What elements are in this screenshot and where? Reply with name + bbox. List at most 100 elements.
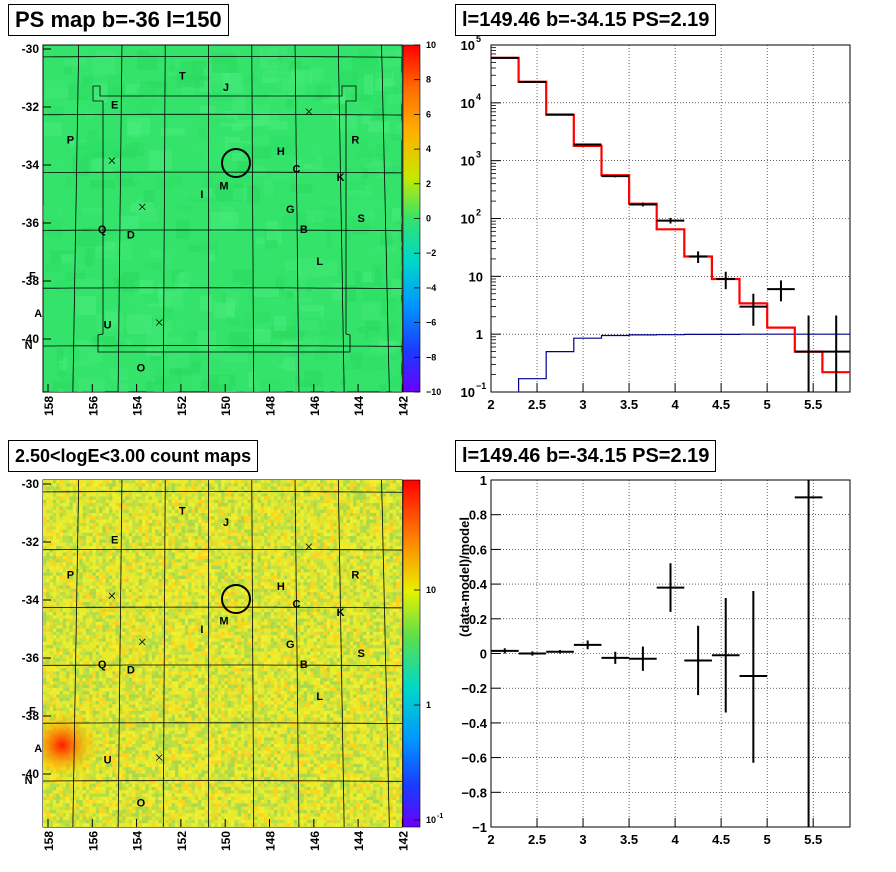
- count-pixel: [145, 506, 149, 510]
- count-pixel: [109, 569, 113, 573]
- count-pixel: [369, 506, 374, 510]
- ps-texture-patch: [364, 74, 374, 96]
- count-pixel: [122, 552, 126, 557]
- count-pixel: [201, 519, 205, 524]
- count-map-texture: [43, 480, 402, 827]
- count-pixel: [373, 486, 377, 491]
- count-pixel: [386, 539, 390, 543]
- count-pixel: [369, 480, 374, 484]
- count-pixel: [112, 519, 116, 524]
- count-pixel: [224, 509, 228, 514]
- count-pixel: [95, 493, 100, 497]
- count-pixel: [293, 565, 298, 570]
- count-pixel: [79, 509, 83, 514]
- count-pixel: [151, 496, 156, 500]
- count-pixel: [363, 569, 367, 573]
- count-pixel: [237, 529, 242, 533]
- count-pixel: [313, 588, 318, 593]
- count-pixel: [214, 562, 219, 566]
- count-pixel: [194, 565, 199, 570]
- count-pixel: [135, 592, 139, 596]
- count-pixel: [396, 575, 400, 580]
- source-label-J: J: [223, 82, 229, 94]
- ps-texture-patch: [380, 249, 402, 271]
- count-pixel: [234, 539, 238, 543]
- count-pixel: [181, 585, 186, 590]
- count-pixel: [66, 506, 70, 510]
- count-pixel: [287, 602, 291, 606]
- count-pixel: [115, 532, 120, 537]
- count-pixel: [178, 608, 182, 613]
- count-pixel: [52, 483, 57, 487]
- count-pixel: [112, 536, 116, 540]
- count-pixel: [145, 546, 149, 550]
- count-pixel: [208, 569, 212, 573]
- count-pixel: [392, 496, 397, 500]
- count-pixel: [102, 598, 106, 603]
- count-pixel: [333, 598, 337, 603]
- count-pixel: [336, 516, 341, 520]
- count-pixel: [132, 480, 136, 484]
- count-pixel: [241, 549, 245, 553]
- count-pixel: [353, 572, 357, 576]
- count-pixel: [112, 506, 116, 510]
- count-pixel: [343, 532, 347, 537]
- count-pixel: [125, 513, 129, 517]
- count-pixel: [399, 526, 402, 530]
- count-pixel: [201, 602, 205, 606]
- count-pixel: [85, 483, 90, 487]
- count-pixel: [277, 486, 281, 491]
- count-pixel: [135, 595, 139, 599]
- count-pixel: [214, 480, 219, 484]
- count-pixel: [280, 572, 285, 576]
- count-pixel: [300, 539, 304, 543]
- count-pixel: [297, 552, 301, 557]
- count-pixel: [198, 569, 202, 573]
- ps-texture-patch: [180, 61, 207, 68]
- count-pixel: [102, 602, 106, 606]
- count-pixel: [297, 579, 301, 583]
- count-pixel: [155, 506, 159, 510]
- count-pixel: [125, 585, 129, 590]
- count-pixel: [56, 612, 60, 616]
- count-pixel: [343, 585, 347, 590]
- count-pixel: [66, 575, 70, 580]
- count-pixel: [224, 532, 228, 537]
- count-pixel: [138, 569, 143, 573]
- count-pixel: [204, 582, 209, 586]
- count-pixel: [145, 542, 149, 547]
- count-pixel: [184, 529, 189, 533]
- count-pixel: [363, 503, 367, 507]
- count-pixel: [85, 572, 90, 576]
- count-pixel: [373, 592, 377, 596]
- count-pixel: [95, 559, 100, 563]
- count-pixel: [382, 539, 387, 543]
- count-pixel: [191, 536, 195, 540]
- count-pixel: [49, 522, 54, 527]
- count-pixel: [165, 509, 169, 514]
- count-pixel: [188, 598, 192, 603]
- count-pixel: [356, 499, 360, 504]
- count-pixel: [49, 536, 54, 540]
- count-pixel: [171, 602, 176, 606]
- count-pixel: [234, 562, 238, 566]
- count-pixel: [270, 579, 275, 583]
- count-pixel: [340, 575, 344, 580]
- count-pixel: [274, 503, 278, 507]
- count-pixel: [211, 532, 215, 537]
- count-pixel: [142, 569, 146, 573]
- count-pixel: [109, 542, 113, 547]
- count-pixel: [59, 552, 63, 557]
- count-pixel: [122, 519, 126, 524]
- count-pixel: [46, 612, 50, 616]
- count-pixel: [297, 486, 301, 491]
- count-pixel: [340, 602, 344, 606]
- count-pixel: [49, 598, 54, 603]
- count-pixel: [52, 546, 57, 550]
- colorbar-tick-label: 0: [426, 214, 431, 224]
- count-pixel: [399, 549, 402, 553]
- count-pixel: [379, 536, 384, 540]
- count-pixel: [283, 598, 288, 603]
- count-pixel: [297, 483, 301, 487]
- ps-texture-patch: [390, 351, 402, 361]
